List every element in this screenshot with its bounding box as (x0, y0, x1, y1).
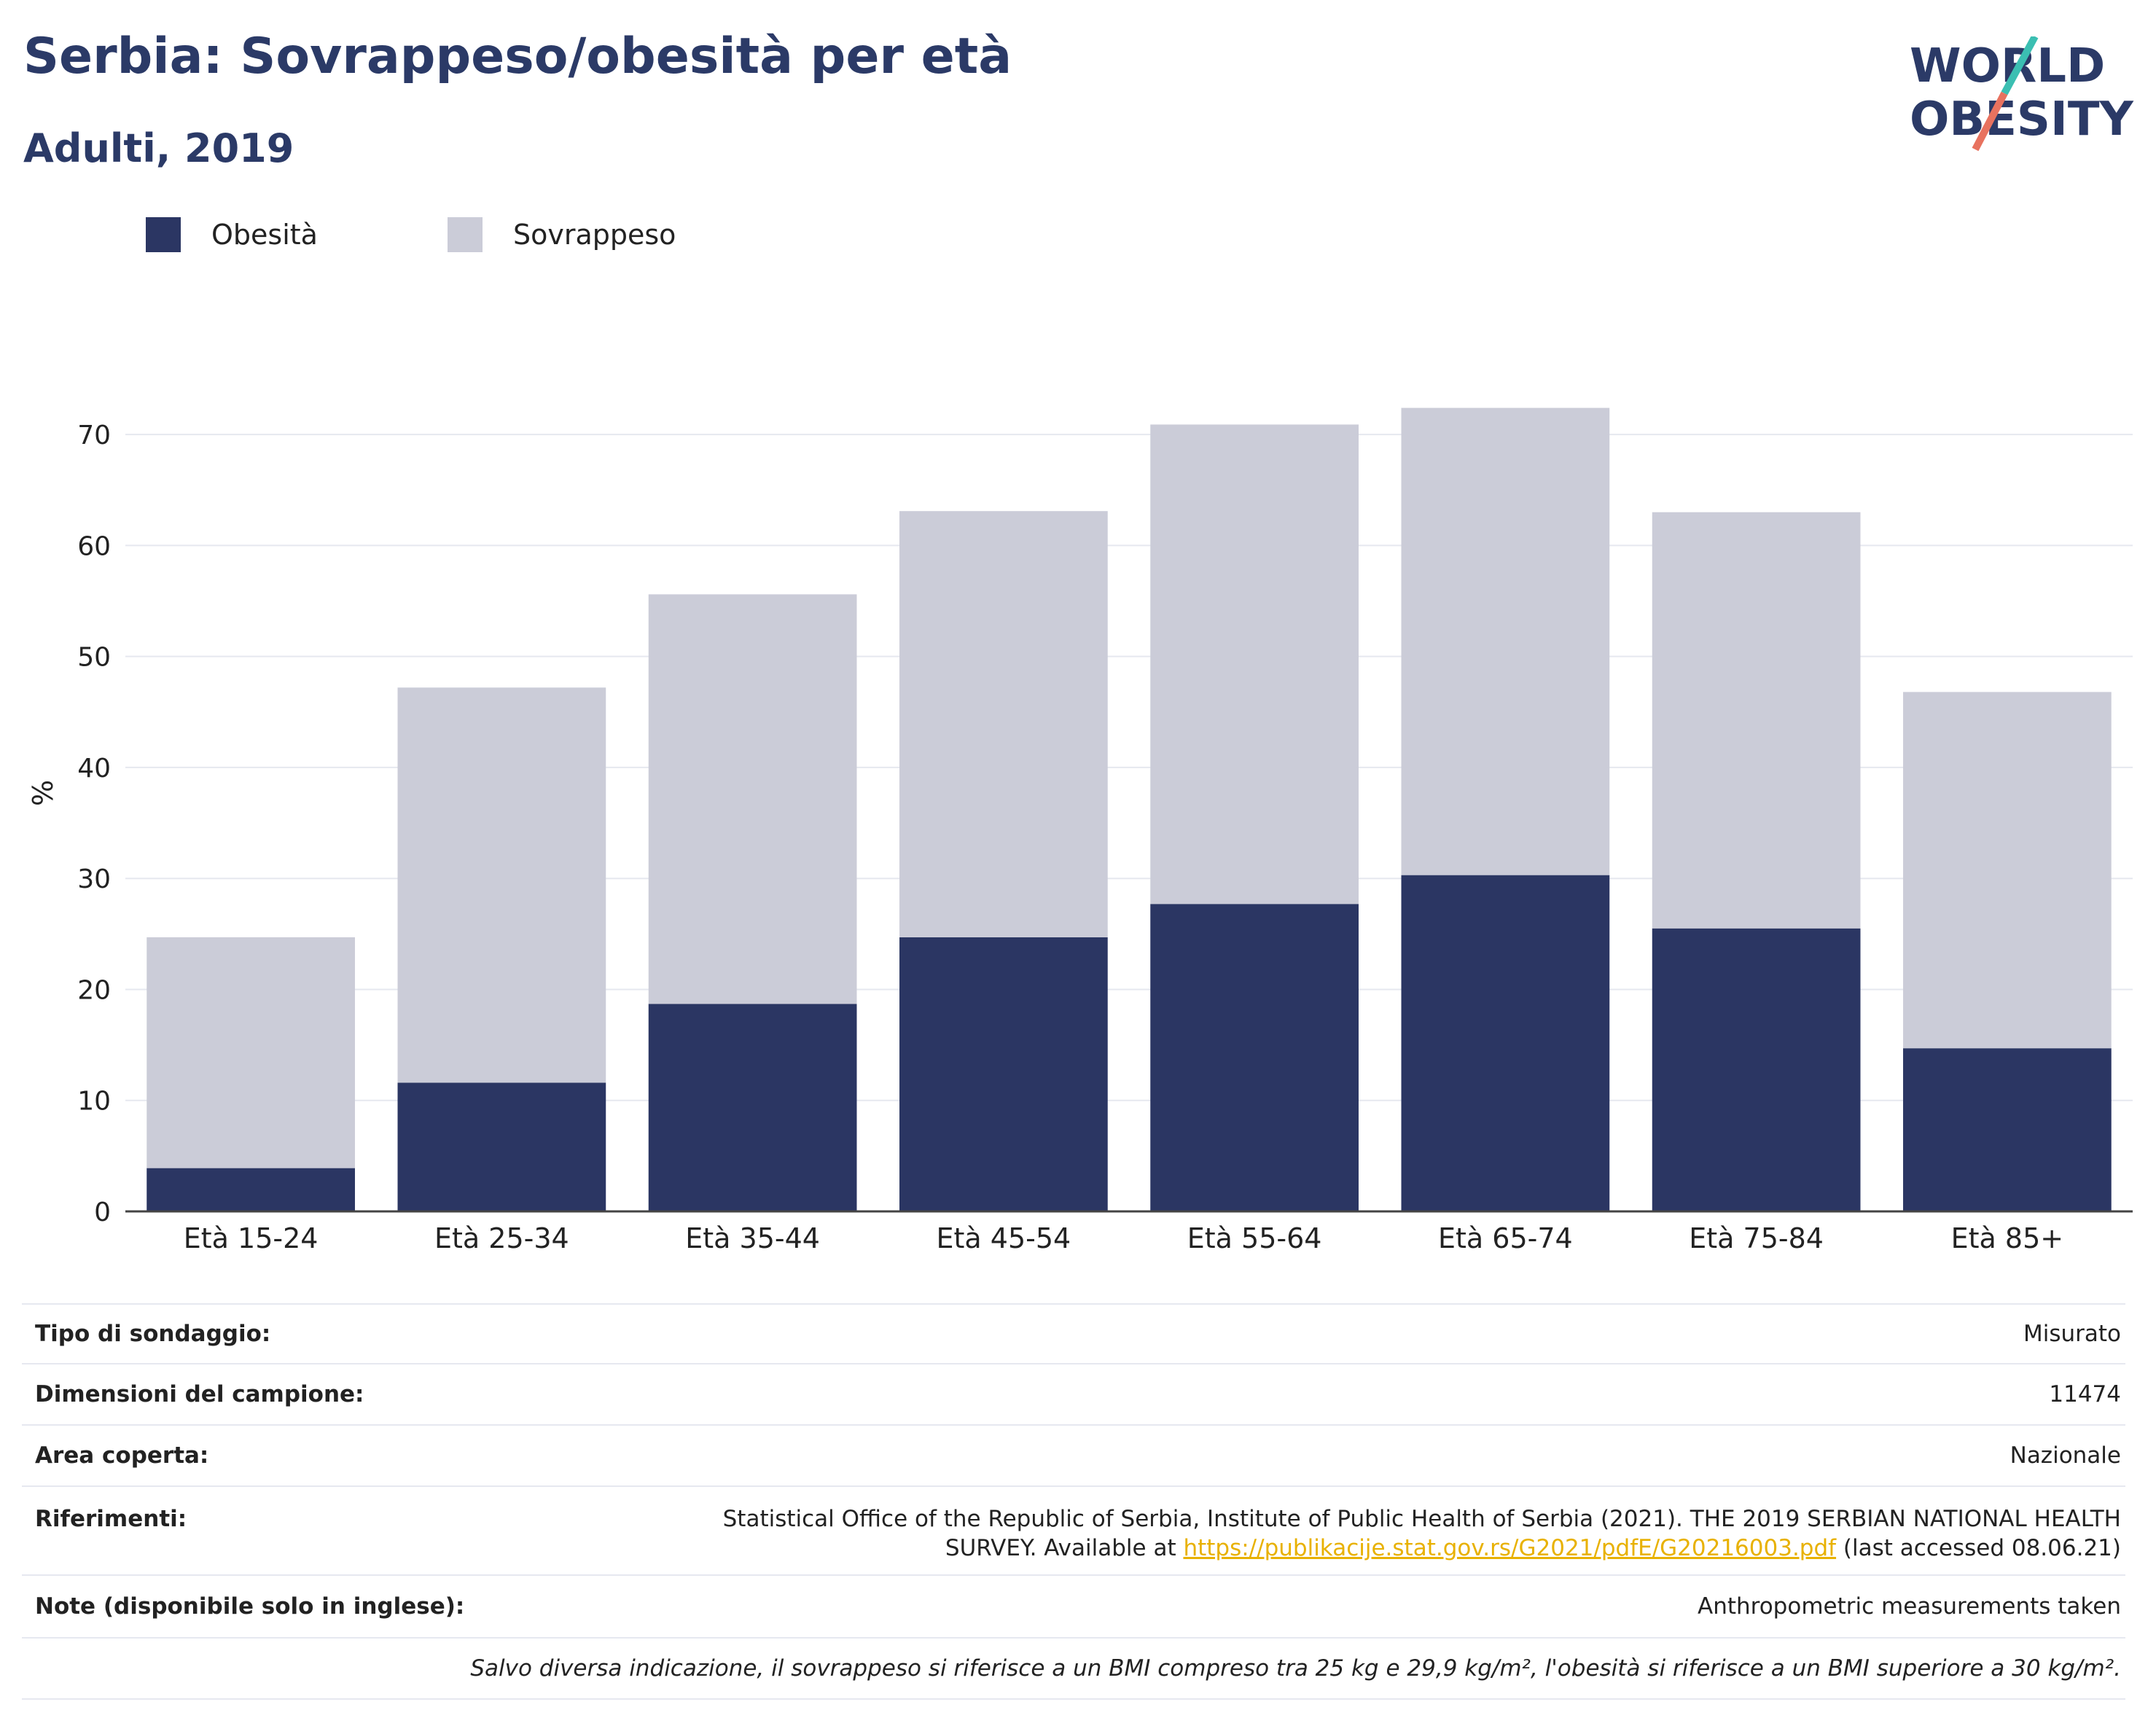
y-axis-label: % (27, 780, 59, 806)
bar-overweight[interactable] (147, 937, 355, 1168)
legend-swatch-overweight (448, 217, 483, 252)
bar-obesity[interactable] (1150, 904, 1359, 1211)
sample-size-value: 11474 (2049, 1381, 2121, 1407)
x-tick-label: Età 25-34 (434, 1222, 569, 1254)
y-tick-label: 60 (77, 531, 111, 561)
x-tick-label: Età 45-54 (937, 1222, 1071, 1254)
area-label: Area coperta: (35, 1442, 209, 1469)
references-value: Statistical Office of the Republic of Se… (723, 1504, 2125, 1563)
bar-obesity[interactable] (147, 1168, 355, 1211)
bar-obesity[interactable] (1652, 928, 1861, 1211)
world-obesity-logo: WORLD OBESITY (1910, 36, 2133, 152)
legend-swatch-obesity (146, 217, 181, 252)
bar-overweight[interactable] (1903, 692, 2112, 1049)
footnote-text: Salvo diversa indicazione, il sovrappeso… (470, 1655, 2121, 1682)
bar-overweight[interactable] (1401, 407, 1610, 875)
y-tick-label: 30 (77, 864, 111, 894)
legend-label-obesity: Obesità (211, 219, 318, 251)
info-table: Tipo di sondaggio: Misurato Dimensioni d… (22, 1303, 2125, 1700)
logo-slash-coral (1972, 91, 2008, 152)
x-tick-label: Età 85+ (1951, 1222, 2063, 1254)
bar-overweight[interactable] (397, 687, 606, 1083)
references-line2-prefix: SURVEY. Available at (945, 1535, 1184, 1561)
y-tick-label: 10 (77, 1087, 111, 1117)
bar-overweight[interactable] (1150, 424, 1359, 905)
bar-obesity[interactable] (1401, 875, 1610, 1211)
references-link[interactable]: https://publikacije.stat.gov.rs/G2021/pd… (1183, 1535, 1837, 1561)
bar-overweight[interactable] (899, 511, 1108, 937)
chart-subtitle: Adulti, 2019 (23, 125, 294, 171)
info-row-footnote: Salvo diversa indicazione, il sovrappeso… (22, 1639, 2125, 1700)
chart-title: Serbia: Sovrappeso/obesità per età (23, 28, 1012, 85)
legend-item-obesity[interactable]: Obesità (146, 216, 318, 253)
references-line1: Statistical Office of the Republic of Se… (722, 1506, 2121, 1532)
info-row-references: Riferimenti: Statistical Office of the R… (22, 1487, 2125, 1576)
sample-size-label: Dimensioni del campione: (35, 1381, 364, 1407)
x-tick-label: Età 55-64 (1187, 1222, 1322, 1254)
x-tick-label: Età 75-84 (1689, 1222, 1824, 1254)
info-row-area: Area coperta: Nazionale (22, 1426, 2125, 1487)
notes-label: Note (disponibile solo in inglese): (35, 1593, 465, 1620)
notes-value: Anthropometric measurements taken (1697, 1593, 2121, 1620)
info-row-notes: Note (disponibile solo in inglese): Anth… (22, 1576, 2125, 1639)
x-tick-label: Età 65-74 (1438, 1222, 1573, 1254)
bar-overweight[interactable] (648, 594, 857, 1004)
survey-type-value: Misurato (2023, 1321, 2121, 1347)
x-tick-label: Età 35-44 (685, 1222, 820, 1254)
bar-obesity[interactable] (648, 1004, 857, 1211)
legend-item-overweight[interactable]: Sovrappeso (448, 216, 676, 253)
bar-obesity[interactable] (899, 937, 1108, 1211)
area-value: Nazionale (2009, 1442, 2121, 1469)
logo-slash-teal (2001, 36, 2039, 95)
bar-obesity[interactable] (1903, 1048, 2112, 1211)
y-tick-label: 50 (77, 643, 111, 673)
references-line2-suffix: (last accessed 08.06.21) (1836, 1535, 2121, 1561)
y-tick-label: 20 (77, 975, 111, 1005)
info-row-survey-type: Tipo di sondaggio: Misurato (22, 1303, 2125, 1364)
y-tick-label: 40 (77, 754, 111, 784)
info-row-sample-size: Dimensioni del campione: 11474 (22, 1364, 2125, 1426)
references-label: Riferimenti: (35, 1506, 187, 1532)
y-tick-label: 0 (94, 1198, 111, 1227)
bar-obesity[interactable] (397, 1082, 606, 1211)
y-tick-label: 70 (77, 421, 111, 450)
legend-label-overweight: Sovrappeso (513, 219, 676, 251)
logo-word-obesity: OBESITY (1910, 93, 2133, 147)
survey-type-label: Tipo di sondaggio: (35, 1321, 271, 1347)
x-tick-label: Età 15-24 (184, 1222, 319, 1254)
bar-overweight[interactable] (1652, 512, 1861, 929)
stacked-bar-chart: 0 10 20 30 40 50 60 70 Età 15-24 Età 25-34 Età 35-… (27, 407, 2133, 1254)
